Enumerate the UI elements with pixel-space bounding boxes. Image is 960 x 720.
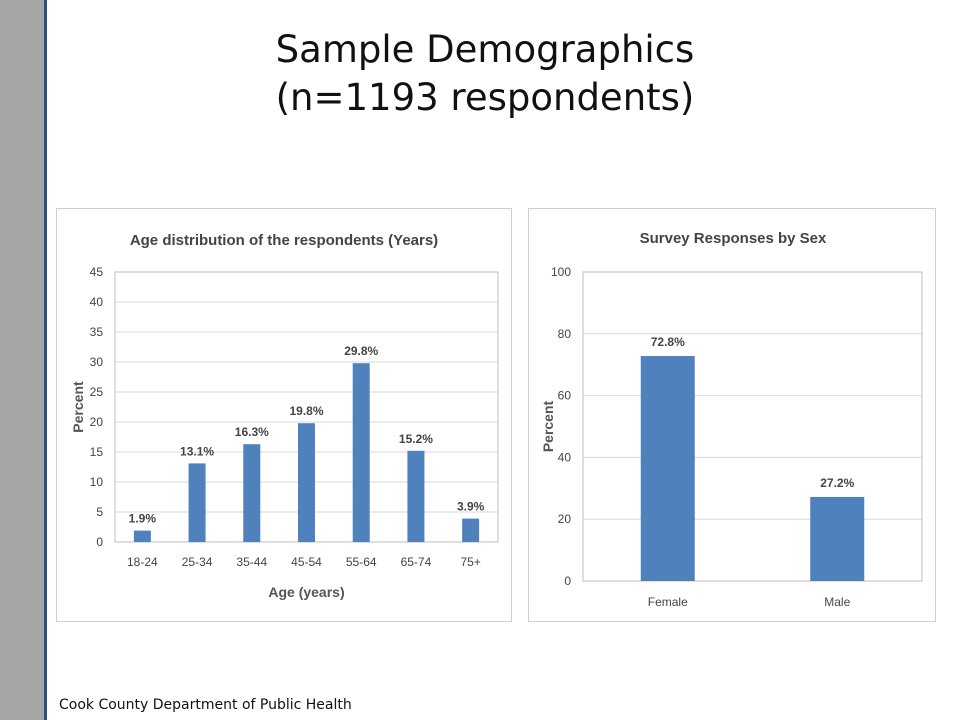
- y-tick-label: 30: [90, 355, 104, 369]
- age-distribution-chart: Age distribution of the respondents (Yea…: [70, 232, 499, 600]
- y-axis-label: Percent: [70, 381, 86, 433]
- y-tick-label: 60: [558, 389, 572, 403]
- data-label: 16.3%: [235, 425, 269, 439]
- data-label: 1.9%: [129, 512, 157, 526]
- chart-title: Age distribution of the respondents (Yea…: [130, 232, 438, 249]
- bar-45-54: [298, 423, 315, 542]
- y-tick-label: 20: [90, 415, 104, 429]
- x-tick-label: 35-44: [236, 555, 267, 569]
- y-tick-label: 25: [90, 385, 104, 399]
- data-label: 15.2%: [399, 432, 433, 446]
- age-chart-panel: Age distribution of the respondents (Yea…: [56, 208, 512, 622]
- y-tick-label: 100: [551, 265, 571, 279]
- y-tick-label: 20: [558, 512, 572, 526]
- bar-55-64: [352, 363, 370, 542]
- bar-Male: [810, 496, 865, 581]
- bar-65-74: [407, 450, 425, 542]
- x-tick-label: 45-54: [291, 555, 322, 569]
- bar-18-24: [133, 530, 151, 542]
- y-axis-label: Percent: [540, 400, 556, 452]
- chart-title: Survey Responses by Sex: [640, 230, 827, 247]
- decorative-side-bar: [0, 0, 47, 720]
- x-tick-label: 55-64: [346, 555, 377, 569]
- plot-area-border: [582, 271, 923, 582]
- sex-distribution-chart: Survey Responses by Sex 0 20 40 60 80 100 72.8%…: [540, 230, 923, 609]
- footer-organization: Cook County Department of Public Health: [59, 697, 352, 713]
- x-tick-label: 25-34: [182, 555, 213, 569]
- x-tick-label: 75+: [460, 555, 480, 569]
- data-label: 27.2%: [820, 476, 854, 490]
- x-tick-label: 18-24: [127, 555, 158, 569]
- bar-75+: [462, 518, 480, 542]
- y-tick-label: 5: [96, 505, 103, 519]
- x-tick-label: 65-74: [401, 555, 432, 569]
- data-label: 72.8%: [651, 335, 685, 349]
- sex-chart-panel: Survey Responses by Sex 0 20 40 60 80 100 72.8%…: [528, 208, 936, 622]
- bar-35-44: [243, 444, 261, 542]
- y-tick-label: 35: [90, 325, 104, 339]
- y-tick-label: 40: [90, 295, 104, 309]
- slide-title-line-2: (n=1193 respondents): [275, 76, 695, 119]
- data-label: 13.1%: [180, 444, 214, 458]
- bar-Female: [640, 356, 695, 581]
- y-tick-label: 45: [90, 265, 104, 279]
- slide-title: Sample Demographics (n=1193 respondents): [180, 26, 790, 122]
- x-tick-label: Female: [648, 595, 688, 609]
- data-label: 19.8%: [289, 404, 323, 418]
- slide-title-line-1: Sample Demographics: [275, 28, 695, 71]
- y-tick-label: 80: [558, 327, 572, 341]
- x-tick-label: Male: [824, 595, 850, 609]
- y-tick-label: 15: [90, 445, 104, 459]
- y-tick-label: 0: [564, 574, 571, 588]
- data-label: 29.8%: [344, 344, 378, 358]
- x-axis-label: Age (years): [268, 584, 344, 600]
- data-label: 3.9%: [457, 500, 485, 514]
- y-tick-label: 0: [96, 535, 103, 549]
- bar-25-34: [188, 463, 206, 542]
- y-tick-label: 40: [558, 450, 572, 464]
- y-tick-label: 10: [90, 475, 104, 489]
